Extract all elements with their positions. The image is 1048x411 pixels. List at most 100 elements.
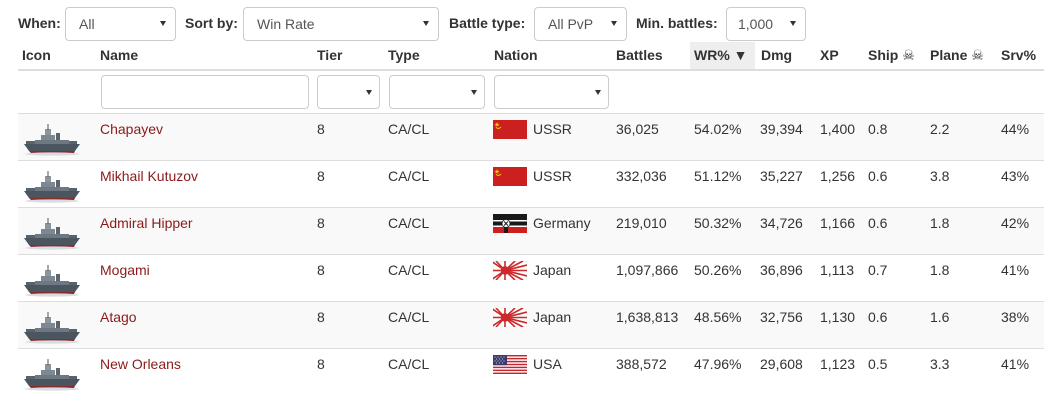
plane-kills-cell: 3.3: [930, 356, 950, 372]
tier-cell: 8: [317, 121, 325, 137]
xp-cell: 1,400: [820, 121, 856, 137]
survival-cell: 41%: [1001, 356, 1030, 372]
header-divider: [18, 69, 1044, 71]
plane-kills-cell: 3.8: [930, 168, 950, 184]
col-header-damage[interactable]: Dmg: [761, 47, 793, 63]
filter-bar: When: All Sort by: Win Rate Battle type:…: [0, 0, 1048, 44]
nation-cell: Germany: [533, 215, 591, 231]
xp-cell: 1,123: [820, 356, 856, 372]
warship-icon: [23, 170, 81, 204]
ship-name-link[interactable]: Mogami: [100, 262, 150, 278]
battles-cell: 388,572: [616, 356, 667, 372]
winrate-cell: 47.96%: [694, 356, 742, 372]
table-row: Chapayev 8 CA/CL USSR 36,025 54.02% 39,394 1,40…: [18, 113, 1044, 160]
warship-icon: [23, 217, 81, 251]
ship-kills-cell: 0.5: [868, 356, 888, 372]
winrate-cell: 48.56%: [694, 309, 742, 325]
xp-cell: 1,113: [820, 262, 854, 278]
table-row: Mogami 8 CA/CL Japan 1,097,866 50.26% 36,896 1,…: [18, 254, 1044, 301]
plane-kills-cell: 1.8: [930, 215, 950, 231]
chevron-down-icon: [471, 90, 477, 95]
ship-kills-cell: 0.7: [868, 262, 888, 278]
col-header-nation[interactable]: Nation: [494, 47, 538, 63]
col-header-plane-kills[interactable]: Plane ☠: [930, 47, 984, 63]
tier-cell: 8: [317, 309, 325, 325]
winrate-cell: 50.26%: [694, 262, 742, 278]
ship-kills-cell: 0.8: [868, 121, 888, 137]
nation-filter-select[interactable]: [494, 75, 609, 109]
xp-cell: 1,256: [820, 168, 856, 184]
ship-kills-cell: 0.6: [868, 215, 888, 231]
chevron-down-icon: [423, 21, 429, 26]
battles-cell: 332,036: [616, 168, 667, 184]
type-cell: CA/CL: [388, 309, 430, 325]
damage-cell: 39,394: [760, 121, 803, 137]
warship-icon: [23, 311, 81, 345]
type-filter-select[interactable]: [389, 75, 485, 109]
col-header-tier[interactable]: Tier: [317, 47, 343, 63]
table-row: Admiral Hipper 8 CA/CL Germany 219,010 50.32%…: [18, 207, 1044, 254]
min-battles-label: Min. battles:: [636, 15, 718, 31]
ship-kills-cell: 0.6: [868, 168, 888, 184]
winrate-cell: 54.02%: [694, 121, 742, 137]
sort-by-select[interactable]: Win Rate: [243, 7, 439, 41]
warship-icon: [23, 264, 81, 298]
survival-cell: 38%: [1001, 309, 1030, 325]
tier-cell: 8: [317, 356, 325, 372]
battle-type-select-value: All PvP: [548, 16, 594, 32]
col-header-icon: Icon: [22, 47, 51, 63]
nation-cell: USSR: [533, 168, 572, 184]
xp-cell: 1,166: [820, 215, 856, 231]
chevron-down-icon: [790, 21, 796, 26]
col-header-name[interactable]: Name: [100, 47, 139, 63]
table-row: Mikhail Kutuzov 8 CA/CL USSR 332,036 51.12% 35…: [18, 160, 1044, 207]
when-select[interactable]: All: [65, 7, 176, 41]
plane-kills-cell: 2.2: [930, 121, 950, 137]
battle-type-select[interactable]: All PvP: [534, 7, 627, 41]
ship-name-link[interactable]: Chapayev: [100, 121, 164, 137]
min-battles-select-value: 1,000: [738, 16, 774, 32]
table-row: New Orleans 8 CA/CL USA 388,572 47.96% 29,608 1…: [18, 348, 1044, 395]
ship-name-link[interactable]: Atago: [100, 309, 137, 325]
tier-cell: 8: [317, 215, 325, 231]
warship-icon: [23, 123, 81, 157]
type-cell: CA/CL: [388, 168, 430, 184]
chevron-down-icon: [611, 21, 617, 26]
nation-cell: USSR: [533, 121, 572, 137]
col-header-battles[interactable]: Battles: [616, 47, 663, 63]
ship-name-link[interactable]: Mikhail Kutuzov: [100, 168, 199, 184]
when-select-value: All: [79, 16, 95, 32]
chevron-down-icon: [160, 21, 166, 26]
chevron-down-icon: [366, 90, 372, 95]
type-cell: CA/CL: [388, 262, 430, 278]
col-header-xp[interactable]: XP: [820, 47, 839, 63]
japan-flag-icon: [490, 260, 528, 281]
chevron-down-icon: [595, 90, 601, 95]
col-header-type[interactable]: Type: [388, 47, 420, 63]
survival-cell: 41%: [1001, 262, 1030, 278]
xp-cell: 1,130: [820, 309, 856, 325]
tier-filter-select[interactable]: [317, 75, 380, 109]
damage-cell: 32,756: [760, 309, 803, 325]
col-header-survival[interactable]: Srv%: [1001, 47, 1037, 63]
nation-cell: Japan: [533, 309, 572, 325]
type-cell: CA/CL: [388, 356, 430, 372]
tier-cell: 8: [317, 262, 325, 278]
name-filter-input[interactable]: [101, 75, 309, 109]
usa-flag-icon: [493, 355, 527, 374]
ussr-flag-icon: [493, 167, 527, 186]
sort-by-select-value: Win Rate: [257, 16, 315, 32]
min-battles-select[interactable]: 1,000: [726, 7, 806, 41]
col-header-ship-kills[interactable]: Ship ☠: [868, 47, 915, 63]
ship-name-link[interactable]: Admiral Hipper: [100, 215, 193, 231]
nation-cell: USA: [533, 356, 562, 372]
damage-cell: 35,227: [760, 168, 803, 184]
ship-name-link[interactable]: New Orleans: [100, 356, 181, 372]
type-cell: CA/CL: [388, 215, 430, 231]
battles-cell: 1,638,813: [616, 309, 679, 325]
germany-flag-icon: [492, 213, 528, 234]
col-header-winrate[interactable]: WR% ▼: [694, 47, 748, 63]
type-cell: CA/CL: [388, 121, 430, 137]
survival-cell: 43%: [1001, 168, 1030, 184]
damage-cell: 29,608: [760, 356, 803, 372]
